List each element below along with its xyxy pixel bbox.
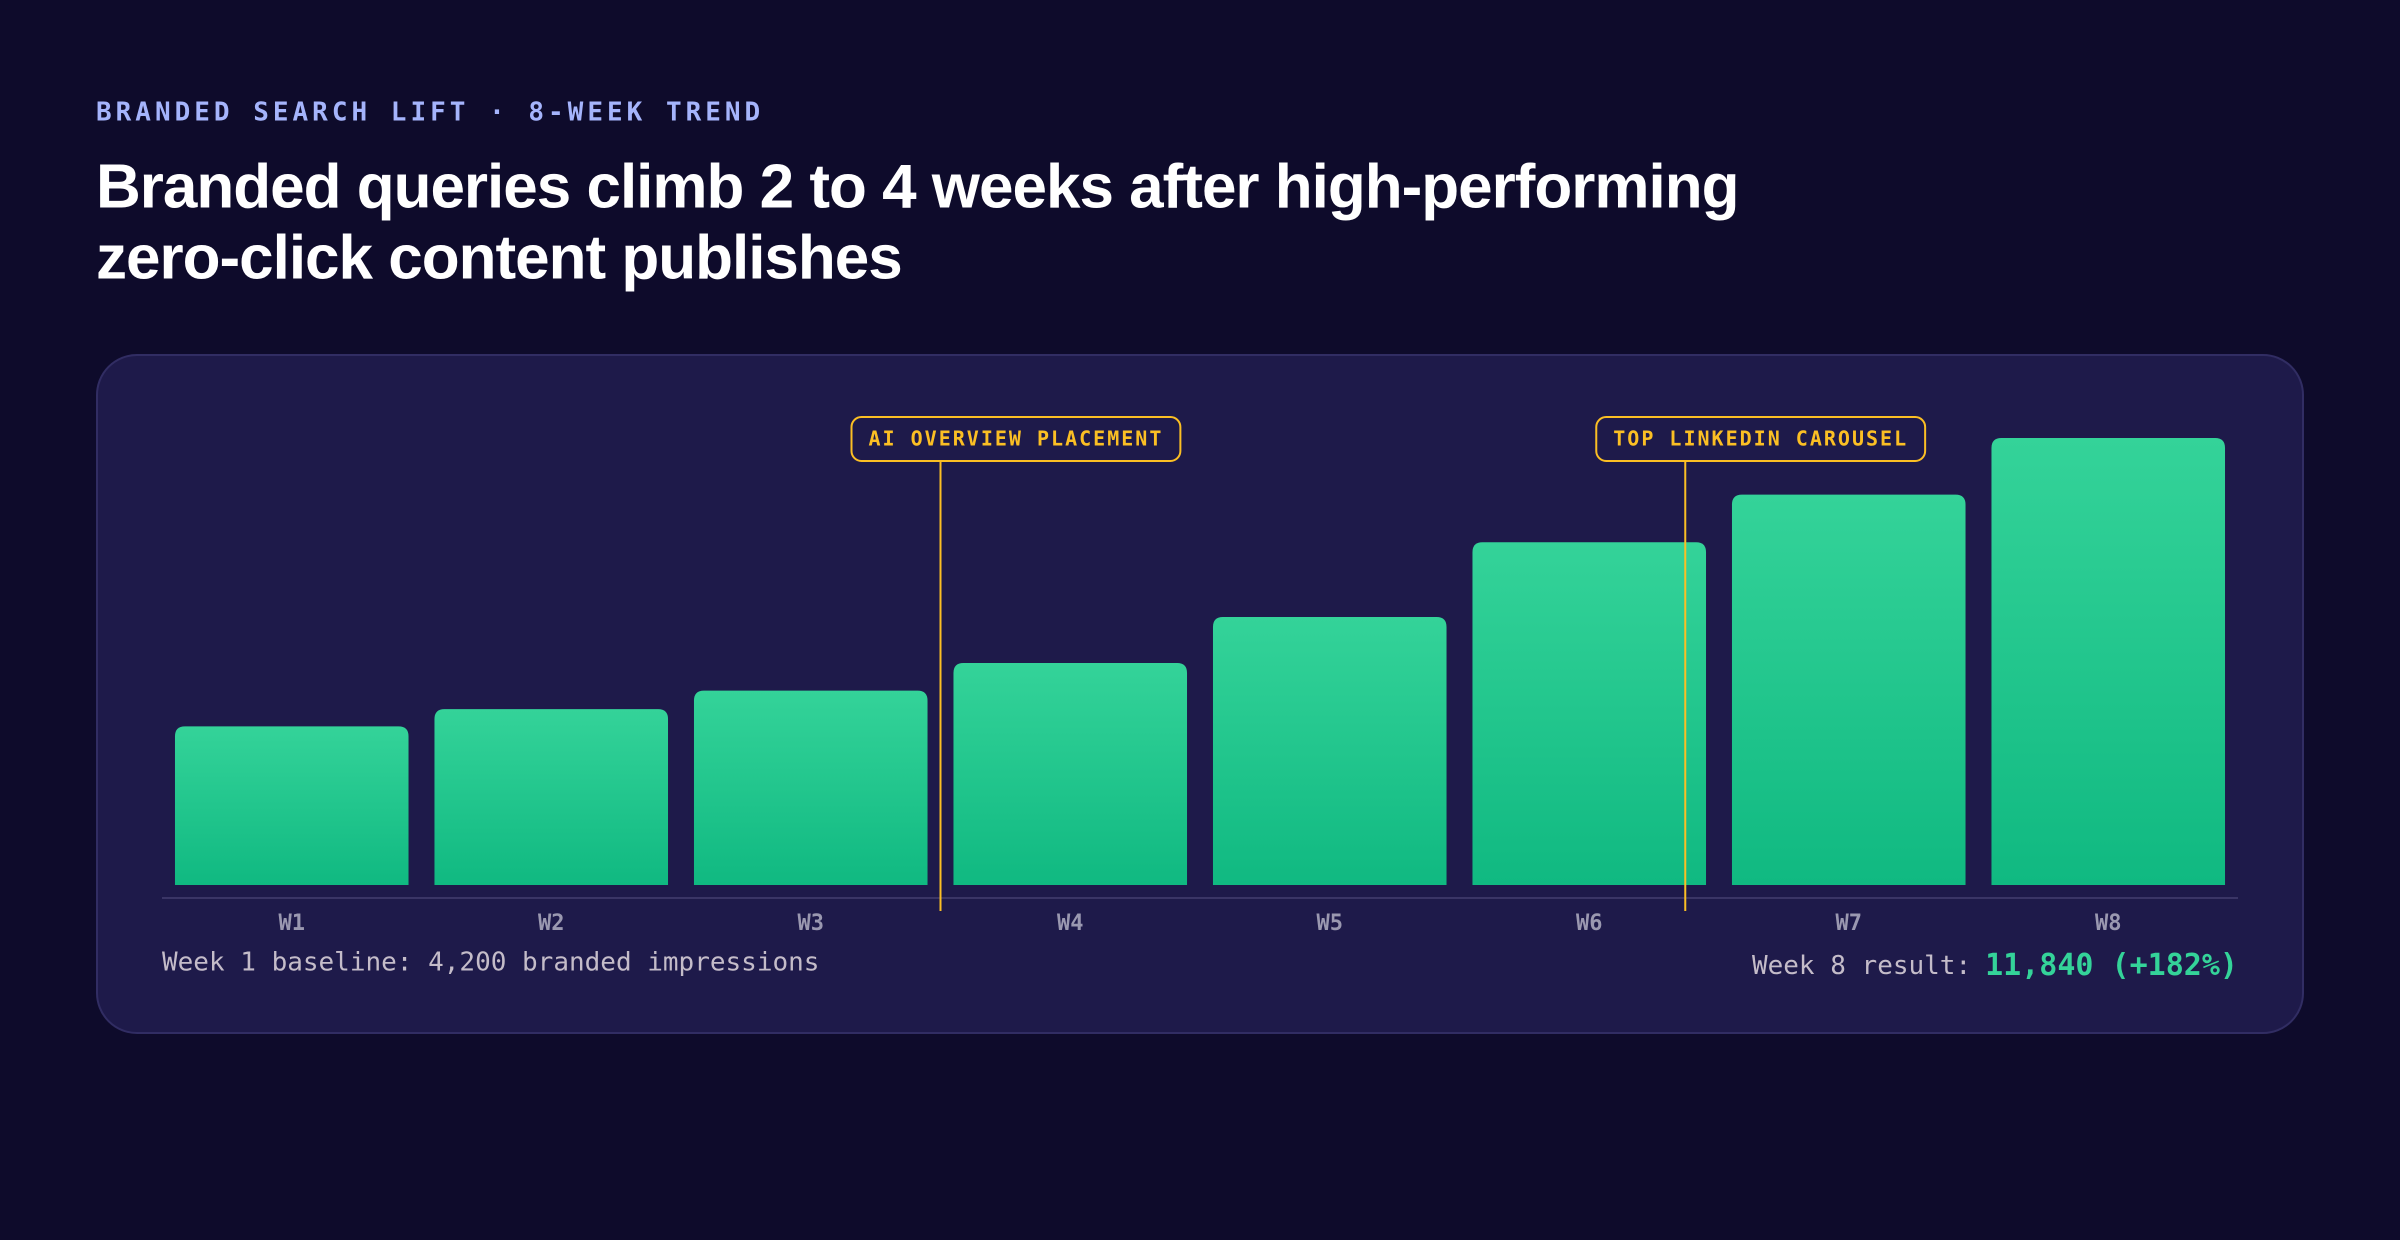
x-tick-label: W3 — [798, 911, 825, 936]
annotation-box — [850, 416, 1182, 462]
x-tick-label: W5 — [1317, 911, 1344, 936]
bar — [174, 726, 409, 885]
chart-title: Branded queries climb 2 to 4 weeks after… — [96, 152, 1739, 221]
bar — [1991, 438, 2226, 885]
annotation-box — [1595, 416, 1927, 462]
bar — [434, 709, 669, 885]
card — [96, 354, 2304, 1034]
footer-label: Week 8 result: — [1752, 951, 1971, 981]
chart-title: zero-click content publishes — [96, 223, 902, 292]
footer-value: 11,840 (+182%) — [1985, 948, 2238, 983]
bar — [1472, 542, 1707, 885]
bar — [953, 663, 1188, 885]
x-tick-label: W2 — [538, 911, 565, 936]
subtitle: BRANDED SEARCH LIFT · 8-WEEK TREND — [96, 98, 764, 128]
bar — [1731, 494, 1966, 885]
x-tick-label: W4 — [1057, 911, 1084, 936]
annotation-label: TOP LINKEDIN CAROUSEL — [1613, 427, 1908, 451]
plot: W1 W2 W3 W4 W5 W6 W7 W8 AI OVERVIEW PLACEMENT TOP… — [174, 416, 2226, 936]
bar — [1212, 616, 1447, 885]
x-tick-label: W8 — [2095, 911, 2122, 936]
x-tick-label: W7 — [1836, 911, 1863, 936]
annotation-label: AI OVERVIEW PLACEMENT — [869, 427, 1164, 451]
bar — [693, 690, 928, 885]
footer-left: Week 1 baseline: 4,200 branded impressio… — [162, 948, 819, 978]
footer-right: Week 8 result: 11,840 (+182%) — [1752, 948, 2238, 983]
x-tick-label: W6 — [1576, 911, 1603, 936]
x-tick-label: W1 — [279, 911, 306, 936]
